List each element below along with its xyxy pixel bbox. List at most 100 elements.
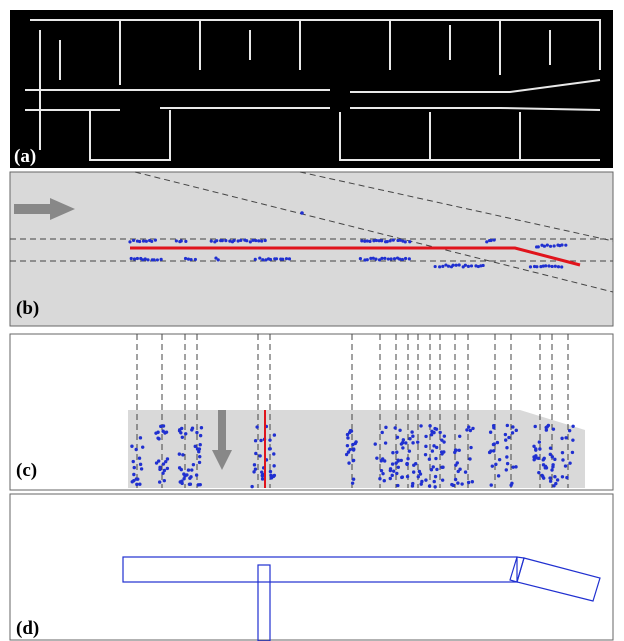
point xyxy=(453,451,456,454)
point xyxy=(443,434,446,437)
point xyxy=(261,474,264,477)
point xyxy=(162,462,165,465)
point xyxy=(514,465,517,468)
point xyxy=(498,458,501,461)
point xyxy=(504,433,507,436)
point xyxy=(254,452,257,455)
point xyxy=(188,483,191,486)
point xyxy=(195,473,198,476)
point xyxy=(434,475,437,478)
point xyxy=(458,263,461,266)
point xyxy=(470,264,473,267)
point xyxy=(381,431,384,434)
point xyxy=(424,453,427,456)
point xyxy=(233,239,236,242)
point xyxy=(568,461,571,464)
point xyxy=(200,426,203,429)
point xyxy=(132,479,135,482)
point xyxy=(406,475,409,478)
point xyxy=(552,427,555,430)
point xyxy=(269,258,272,261)
point xyxy=(430,468,433,471)
point xyxy=(157,437,160,440)
point xyxy=(538,440,541,443)
point xyxy=(130,445,133,448)
point xyxy=(158,480,161,483)
point xyxy=(560,243,563,246)
point xyxy=(441,466,444,469)
point xyxy=(395,451,398,454)
point xyxy=(383,257,386,260)
point xyxy=(548,476,551,479)
point xyxy=(506,462,509,465)
point xyxy=(393,257,396,260)
point xyxy=(408,257,411,260)
point xyxy=(418,470,421,473)
point xyxy=(454,478,457,481)
point xyxy=(380,469,383,472)
point xyxy=(547,264,550,267)
point xyxy=(440,438,443,441)
point xyxy=(194,445,197,448)
point xyxy=(549,245,552,248)
point xyxy=(506,424,509,427)
point xyxy=(489,449,492,452)
point xyxy=(404,240,407,243)
point xyxy=(505,455,508,458)
point xyxy=(198,455,201,458)
point xyxy=(351,443,354,446)
point xyxy=(182,477,185,480)
point xyxy=(420,482,423,485)
point xyxy=(434,457,437,460)
point xyxy=(549,479,552,482)
point xyxy=(402,438,405,441)
point xyxy=(138,457,141,460)
point xyxy=(189,475,192,478)
point xyxy=(433,485,436,488)
point xyxy=(254,258,257,261)
point xyxy=(505,468,508,471)
point xyxy=(408,449,411,452)
point xyxy=(351,481,354,484)
point xyxy=(471,480,474,483)
point xyxy=(419,424,422,427)
point xyxy=(273,474,276,477)
point xyxy=(217,258,220,261)
point xyxy=(496,441,499,444)
point xyxy=(140,467,143,470)
point xyxy=(529,265,532,268)
point xyxy=(378,477,381,480)
point xyxy=(401,446,404,449)
panel-label: (d) xyxy=(16,618,39,639)
point xyxy=(181,453,184,456)
point xyxy=(346,436,349,439)
panel-label: (c) xyxy=(16,460,37,481)
point xyxy=(390,257,393,260)
point xyxy=(254,467,257,470)
point xyxy=(272,452,275,455)
point xyxy=(166,467,169,470)
point xyxy=(542,476,545,479)
point xyxy=(366,258,369,261)
point xyxy=(237,239,240,242)
point xyxy=(515,429,518,432)
point xyxy=(163,479,166,482)
point xyxy=(254,439,257,442)
point xyxy=(269,447,272,450)
point xyxy=(384,426,387,429)
point xyxy=(156,431,159,434)
point xyxy=(360,239,363,242)
point xyxy=(251,239,254,242)
point xyxy=(180,482,183,485)
point xyxy=(250,485,253,488)
point xyxy=(571,438,574,441)
point xyxy=(404,441,407,444)
point xyxy=(194,258,197,261)
point xyxy=(571,451,574,454)
point xyxy=(509,483,512,486)
point xyxy=(288,257,291,260)
point xyxy=(273,433,276,436)
point xyxy=(568,429,571,432)
point xyxy=(160,258,163,261)
point xyxy=(424,445,427,448)
